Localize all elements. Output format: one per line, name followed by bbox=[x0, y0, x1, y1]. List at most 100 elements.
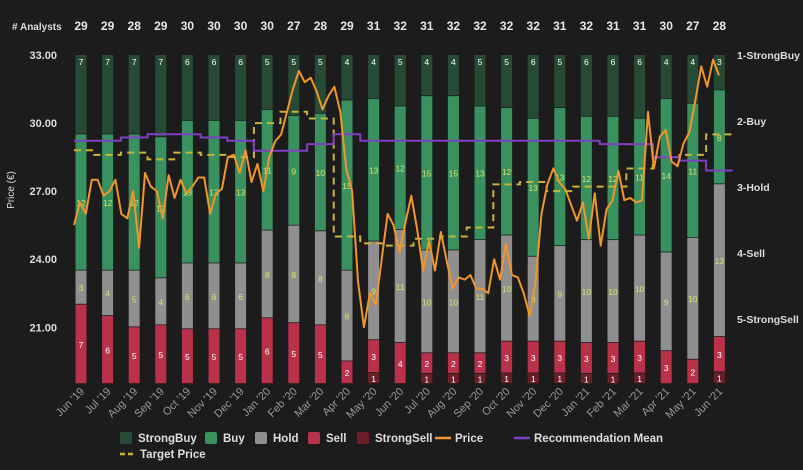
bar-value-label: 5 bbox=[185, 352, 190, 362]
bar-strongbuy-15 bbox=[474, 55, 486, 106]
analyst-count: 31 bbox=[420, 19, 434, 33]
analyst-count: 30 bbox=[181, 19, 195, 33]
bar-value-label: 5 bbox=[291, 57, 296, 67]
bar-value-label: 15 bbox=[422, 169, 432, 179]
right-axis-label: 2-Buy bbox=[737, 116, 766, 128]
bar-sell-13 bbox=[421, 353, 433, 373]
bar-strongsell-24 bbox=[713, 372, 725, 384]
analyst-count: 29 bbox=[154, 19, 168, 33]
legend-swatch bbox=[120, 432, 132, 444]
bar-value-label: 3 bbox=[584, 354, 589, 364]
analyst-count: 29 bbox=[101, 19, 115, 33]
bar-value-label: 8 bbox=[717, 133, 722, 143]
bar-value-label: 6 bbox=[212, 57, 217, 67]
analyst-count: 28 bbox=[128, 19, 142, 33]
bar-value-label: 6 bbox=[185, 57, 190, 67]
bar-strongsell-19 bbox=[580, 373, 592, 384]
bar-value-label: 10 bbox=[316, 168, 326, 178]
bar-sell-4 bbox=[181, 329, 193, 384]
bar-value-label: 10 bbox=[449, 297, 459, 307]
bar-buy-16 bbox=[501, 108, 513, 235]
bar-buy-22 bbox=[660, 98, 672, 252]
bar-value-label: 6 bbox=[611, 57, 616, 67]
legend-label: Recommendation Mean bbox=[534, 433, 663, 445]
bar-value-label: 5 bbox=[291, 349, 296, 359]
price-line bbox=[73, 58, 720, 329]
bar-value-label: 1 bbox=[611, 374, 616, 384]
y-tick-label: 30.00 bbox=[29, 118, 57, 130]
bar-sell-12 bbox=[394, 342, 406, 384]
bar-value-label: 3 bbox=[717, 350, 722, 360]
bar-hold-11 bbox=[368, 241, 380, 340]
bar-value-label: 6 bbox=[265, 347, 270, 357]
bar-buy-1 bbox=[102, 134, 114, 270]
bar-buy-5 bbox=[208, 120, 220, 263]
legend-swatch bbox=[308, 432, 320, 444]
bar-hold-1 bbox=[102, 270, 114, 316]
analyst-count: 30 bbox=[660, 19, 674, 33]
bar-value-label: 3 bbox=[531, 353, 536, 363]
bar-strongbuy-20 bbox=[607, 55, 619, 116]
bar-strongsell-13 bbox=[421, 373, 433, 384]
bar-hold-24 bbox=[713, 184, 725, 337]
bar-strongsell-20 bbox=[607, 373, 619, 384]
bar-value-label: 13 bbox=[555, 173, 565, 183]
analyst-count: 27 bbox=[686, 19, 700, 33]
bar-strongbuy-4 bbox=[181, 55, 193, 120]
bar-value-label: 2 bbox=[424, 359, 429, 369]
bar-value-label: 11 bbox=[476, 292, 485, 302]
analyst-count: 27 bbox=[287, 19, 301, 33]
bar-sell-0 bbox=[75, 304, 87, 384]
bar-buy-10 bbox=[341, 100, 353, 270]
analyst-count: 30 bbox=[234, 19, 248, 33]
right-axis-label: 1-StrongBuy bbox=[737, 50, 800, 62]
bar-hold-6 bbox=[235, 263, 247, 329]
bar-value-label: 15 bbox=[449, 169, 459, 179]
y-tick-label: 33.00 bbox=[29, 50, 57, 62]
bar-strongbuy-22 bbox=[660, 55, 672, 99]
bar-hold-19 bbox=[580, 240, 592, 343]
bar-value-label: 4 bbox=[690, 57, 695, 67]
bar-buy-11 bbox=[368, 98, 380, 241]
bar-strongbuy-13 bbox=[421, 55, 433, 96]
bar-value-label: 1 bbox=[451, 374, 456, 384]
bar-buy-18 bbox=[554, 108, 566, 246]
bar-value-label: 5 bbox=[158, 350, 163, 360]
bar-value-label: 7 bbox=[158, 57, 163, 67]
analyst-count: 31 bbox=[553, 19, 567, 33]
bar-strongbuy-3 bbox=[155, 55, 167, 137]
bar-buy-20 bbox=[607, 116, 619, 240]
bar-strongbuy-6 bbox=[235, 55, 247, 120]
bar-strongbuy-10 bbox=[341, 55, 353, 100]
analyst-count: 32 bbox=[580, 19, 594, 33]
bar-strongsell-15 bbox=[474, 373, 486, 384]
bar-hold-9 bbox=[314, 231, 326, 325]
bar-sell-18 bbox=[554, 341, 566, 373]
bar-hold-22 bbox=[660, 252, 672, 351]
bar-strongbuy-2 bbox=[128, 55, 140, 134]
y-tick-label: 27.00 bbox=[29, 186, 57, 198]
bar-value-label: 1 bbox=[424, 374, 429, 384]
bar-value-label: 6 bbox=[105, 345, 110, 355]
bar-value-label: 2 bbox=[451, 359, 456, 369]
bar-value-label: 3 bbox=[664, 363, 669, 373]
bar-value-label: 3 bbox=[717, 57, 722, 67]
bar-value-label: 3 bbox=[557, 353, 562, 363]
bar-strongbuy-5 bbox=[208, 55, 220, 120]
bar-strongsell-17 bbox=[527, 373, 539, 384]
bar-value-label: 5 bbox=[132, 351, 137, 361]
right-axis-label: 5-StrongSell bbox=[737, 314, 799, 326]
bar-value-label: 8 bbox=[291, 270, 296, 280]
bar-value-label: 3 bbox=[371, 352, 376, 362]
bar-buy-0 bbox=[75, 134, 87, 270]
bar-strongbuy-1 bbox=[102, 55, 114, 134]
bar-strongbuy-16 bbox=[501, 55, 513, 108]
bar-value-label: 4 bbox=[371, 57, 376, 67]
bar-hold-16 bbox=[501, 235, 513, 341]
bar-sell-23 bbox=[687, 359, 699, 384]
bar-value-label: 12 bbox=[502, 167, 512, 177]
bar-value-label: 11 bbox=[396, 282, 405, 292]
bar-value-label: 10 bbox=[422, 297, 432, 307]
analyst-count: 31 bbox=[367, 19, 381, 33]
bar-hold-14 bbox=[447, 250, 459, 353]
